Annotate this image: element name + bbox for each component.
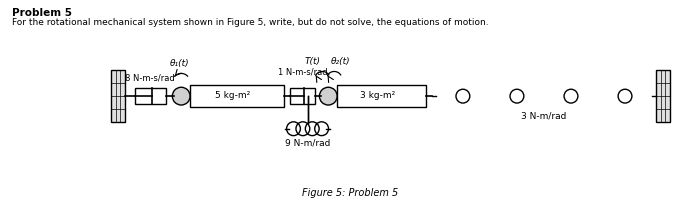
Text: 1 N-m-s/rad: 1 N-m-s/rad <box>278 67 328 76</box>
Text: Figure 5: Problem 5: Figure 5: Problem 5 <box>302 188 398 198</box>
Text: 3 N-m/rad: 3 N-m/rad <box>522 112 566 121</box>
Text: For the rotational mechanical system shown in Figure 5, write, but do not solve,: For the rotational mechanical system sho… <box>13 18 489 27</box>
Bar <box>337 85 426 107</box>
Bar <box>656 70 670 122</box>
Circle shape <box>172 87 190 105</box>
Bar <box>111 70 125 122</box>
Text: 3 kg-m²: 3 kg-m² <box>360 91 395 100</box>
Text: 9 N-m/rad: 9 N-m/rad <box>285 139 330 148</box>
Bar <box>135 88 167 104</box>
Bar <box>190 85 284 107</box>
Text: T(t): T(t) <box>304 56 321 65</box>
Circle shape <box>319 87 337 105</box>
Bar <box>290 88 316 104</box>
Text: 8 N-m-s/rad: 8 N-m-s/rad <box>125 73 175 82</box>
Text: Problem 5: Problem 5 <box>13 8 72 18</box>
Text: 5 kg-m²: 5 kg-m² <box>215 91 250 100</box>
Text: θ₁(t): θ₁(t) <box>169 58 189 68</box>
Text: θ₂(t): θ₂(t) <box>331 56 351 65</box>
